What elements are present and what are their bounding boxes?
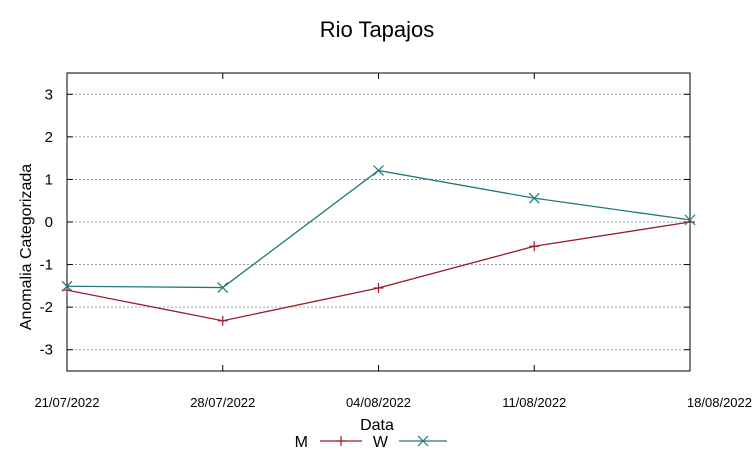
x-axis-ticks: 21/07/2022 28/07/2022 04/08/2022 11/08/2022… [34, 73, 752, 410]
y-tick-label: 2 [45, 129, 53, 146]
data-point [217, 282, 229, 293]
data-point [684, 214, 696, 226]
legend-label: M [295, 434, 308, 451]
y-tick-label: -2 [40, 299, 53, 316]
marker-stroke [217, 282, 229, 293]
x-tick-label: 21/07/2022 [34, 395, 99, 410]
data-point [529, 241, 540, 252]
y-tick-label: -1 [40, 257, 53, 274]
data-point [685, 217, 695, 227]
legend-item-w: W [373, 434, 447, 451]
y-tick-label: -3 [40, 342, 53, 359]
y-axis-ticks: 3 2 1 0 -1 -2 -3 [40, 86, 690, 359]
x-tick-label: 11/08/2022 [502, 395, 566, 410]
marker-stroke [61, 280, 73, 292]
marker-stroke [417, 435, 429, 447]
data-point [373, 165, 384, 176]
y-tick-label: 0 [45, 214, 53, 231]
legend-label: W [373, 434, 389, 451]
legend-item-m: M [295, 434, 362, 451]
y-axis-label: Anomalia Categorizada [18, 164, 35, 330]
series-m [62, 217, 695, 326]
series-line-w [66, 169, 691, 289]
series-line-m [66, 221, 691, 322]
data-point [61, 280, 73, 292]
x-tick-label: 28/07/2022 [190, 395, 255, 410]
x-tick-label: 04/08/2022 [346, 395, 411, 410]
series-w [61, 165, 696, 293]
legend-marker [336, 436, 346, 446]
data-point [373, 282, 384, 293]
marker-stroke [684, 214, 696, 226]
y-tick-label: 3 [45, 86, 53, 103]
series-group [61, 165, 696, 326]
x-tick-label: 18/08/2022 [687, 395, 752, 410]
grid-lines [67, 93, 690, 351]
y-tick-label: 1 [45, 171, 53, 188]
x-axis-label: Data [360, 417, 394, 434]
data-point [528, 192, 540, 204]
legend-marker [417, 435, 429, 447]
marker-stroke [528, 192, 540, 204]
data-point [217, 315, 228, 326]
chart-title: Rio Tapajos [320, 17, 435, 42]
marker-stroke [373, 165, 384, 176]
